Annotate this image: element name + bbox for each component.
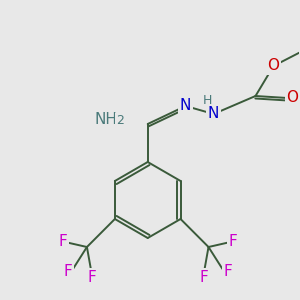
Text: F: F [228, 235, 237, 250]
Text: NH: NH [94, 112, 117, 127]
Text: F: F [64, 263, 72, 278]
Text: 2: 2 [116, 115, 124, 128]
Text: O: O [286, 91, 298, 106]
Text: F: F [199, 269, 208, 284]
Text: F: F [223, 263, 232, 278]
Text: O: O [268, 58, 280, 74]
Text: F: F [58, 235, 67, 250]
Text: N: N [180, 98, 191, 113]
Text: H: H [203, 94, 212, 106]
Text: N: N [208, 106, 219, 122]
Text: F: F [88, 269, 96, 284]
